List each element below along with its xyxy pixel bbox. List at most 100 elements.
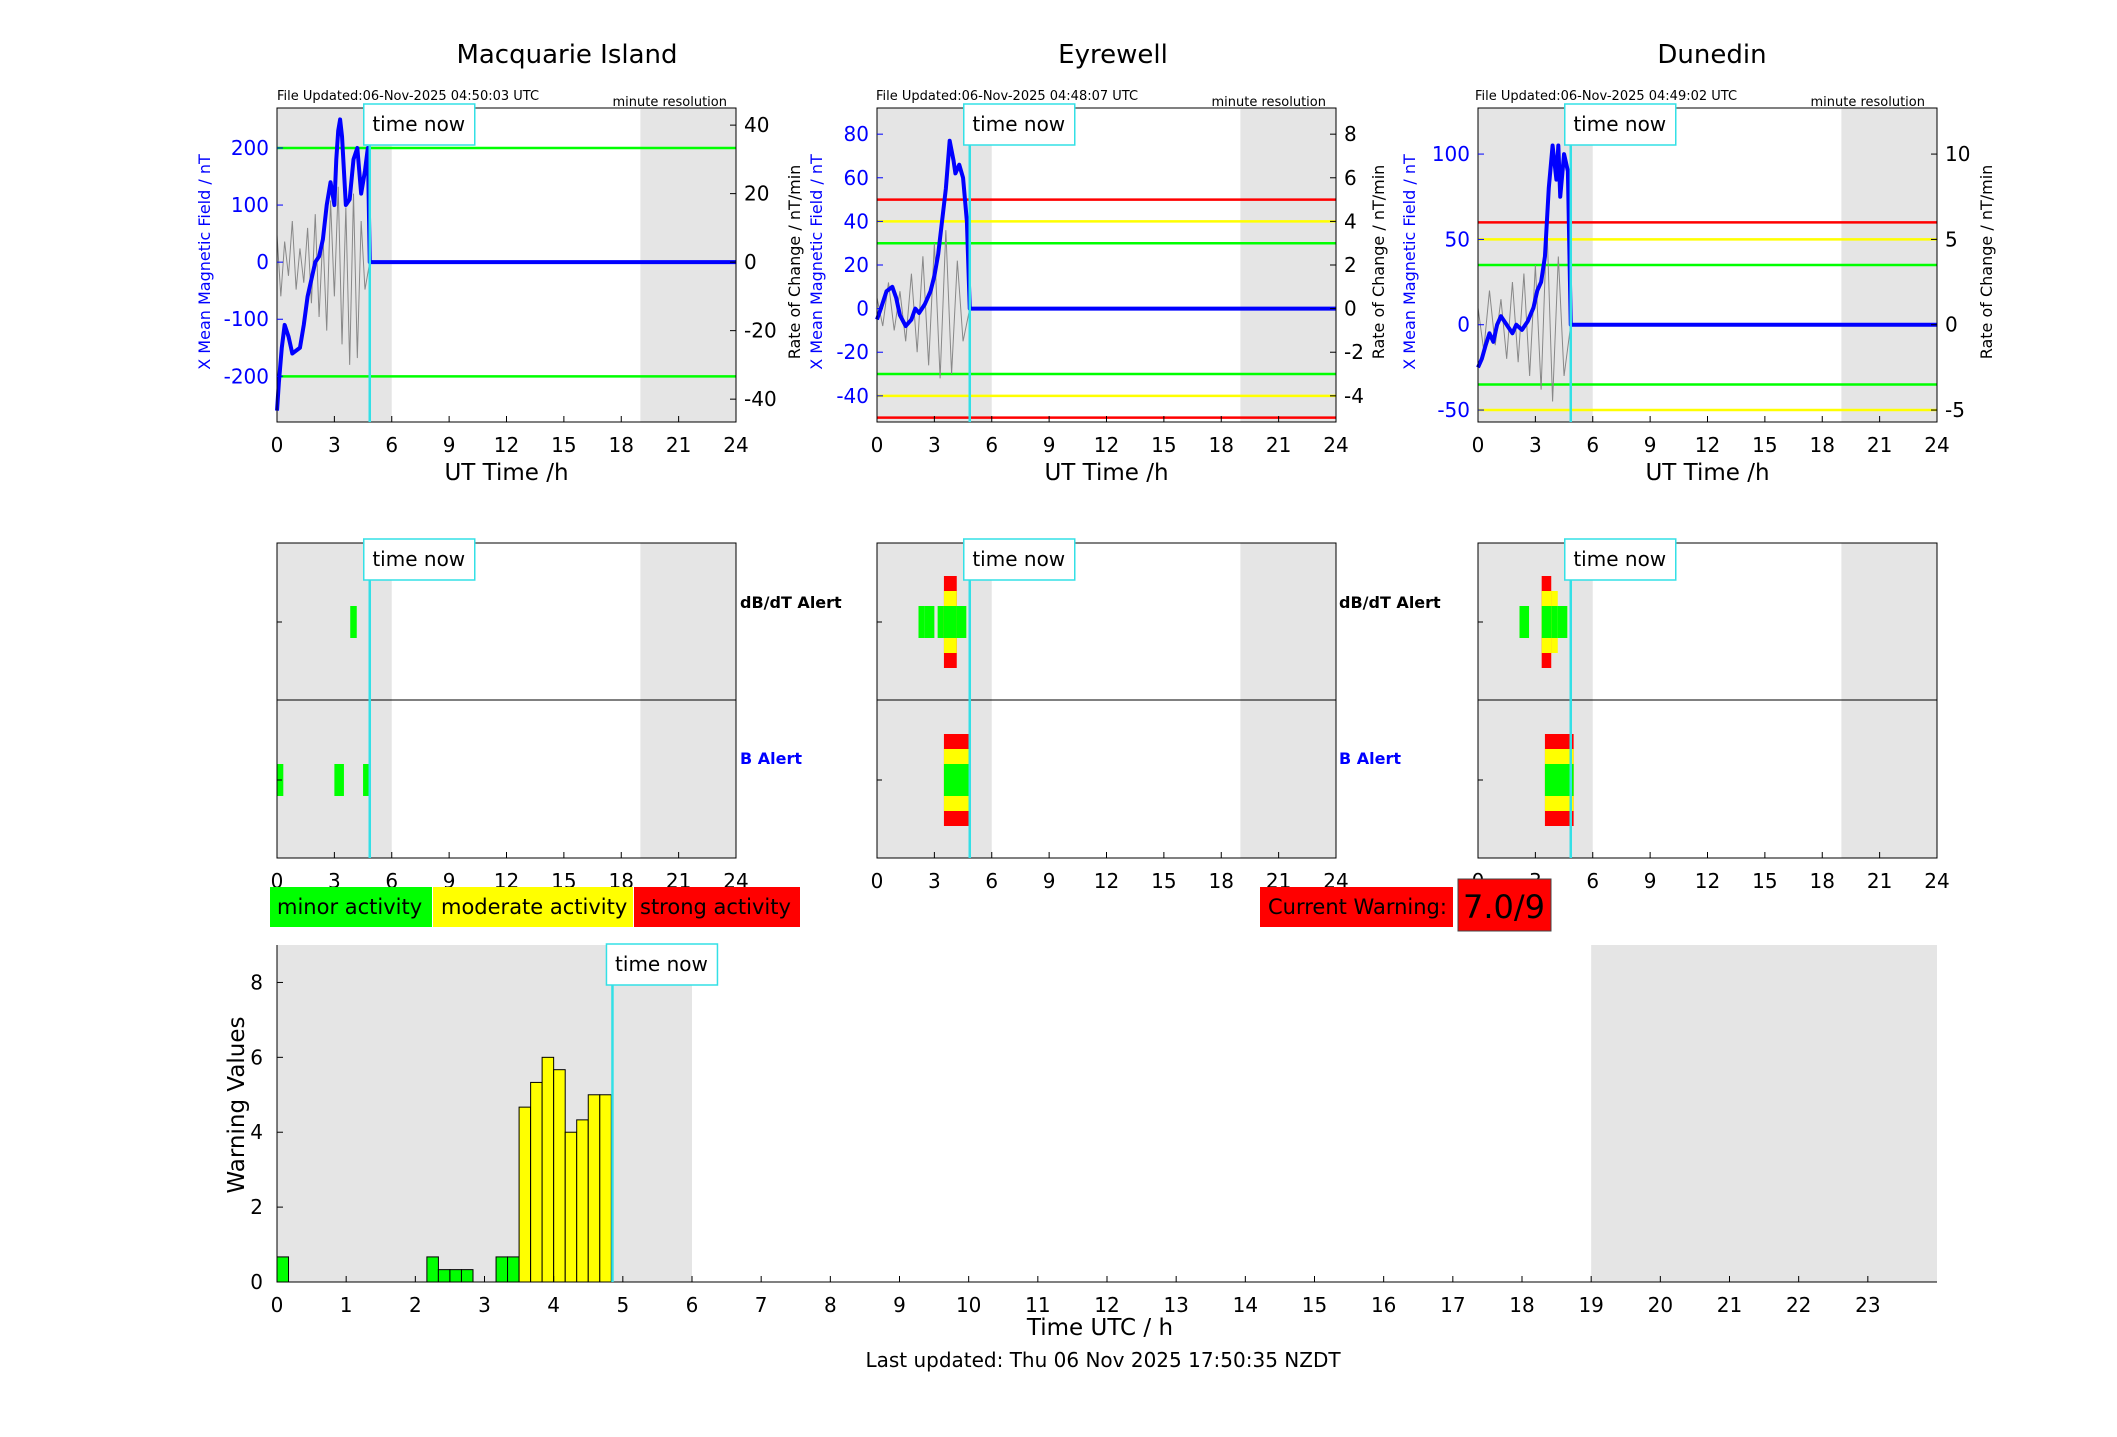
ylabel-right-macquarie: Rate of Change / nT/min bbox=[785, 165, 804, 360]
dbdt-alert-block bbox=[924, 606, 935, 638]
y-right-tick-label: 4 bbox=[1344, 209, 1357, 233]
x-tick-label: 24 bbox=[1924, 433, 1949, 457]
shaded-period-macquarie-island bbox=[640, 108, 736, 422]
x-tick-label: 3 bbox=[928, 869, 941, 893]
y-tick-label: -200 bbox=[224, 364, 269, 388]
warning-bar bbox=[426, 1256, 439, 1283]
dbdt-alert-block bbox=[1541, 606, 1552, 638]
station-title-eyrewell: Eyrewell bbox=[1058, 40, 1168, 70]
b-alert-block bbox=[363, 764, 370, 796]
ylabel-left-eyrewell: X Mean Magnetic Field / nT bbox=[807, 154, 826, 370]
dbdt-alert-block bbox=[1551, 606, 1558, 638]
y-right-tick-label: -4 bbox=[1344, 384, 1364, 408]
shaded-period-macquarie-island bbox=[277, 108, 392, 422]
warning-bar bbox=[530, 1081, 543, 1283]
warning-bar bbox=[437, 1269, 451, 1283]
time-now-box-warning bbox=[605, 943, 719, 986]
warning-bar bbox=[495, 1256, 509, 1283]
x-tick-label: 6 bbox=[1586, 869, 1599, 893]
warning-bar bbox=[599, 1094, 612, 1283]
y-tick-label: 20 bbox=[844, 253, 869, 277]
y-tick-label: 0 bbox=[250, 1270, 263, 1294]
ylabel-right-eyrewell: Rate of Change / nT/min bbox=[1369, 165, 1388, 360]
x-tick-label: 3 bbox=[1529, 433, 1542, 457]
time-now-label-dunedin: time now bbox=[1573, 112, 1666, 136]
x-tick-label: 2 bbox=[409, 1293, 422, 1317]
y-right-tick-label: -40 bbox=[744, 387, 777, 411]
warning-bar bbox=[507, 1256, 520, 1283]
file-updated-eyrewell: File Updated:06-Nov-2025 04:48:07 UTC bbox=[876, 89, 1138, 104]
x-tick-label: 0 bbox=[271, 433, 284, 457]
x-tick-label: 12 bbox=[494, 433, 519, 457]
y-right-tick-label: 20 bbox=[744, 182, 769, 206]
current-warning-value: 7.0/9 bbox=[1463, 888, 1545, 926]
x-tick-label: 9 bbox=[1043, 869, 1056, 893]
y-right-tick-label: 8 bbox=[1344, 122, 1357, 146]
y-right-tick-label: 0 bbox=[1945, 313, 1958, 337]
shaded-period-warning bbox=[1591, 945, 1937, 1282]
ylabel-left-dunedin: X Mean Magnetic Field / nT bbox=[1400, 154, 1419, 370]
y-right-tick-label: 5 bbox=[1945, 227, 1958, 251]
y-tick-label: -20 bbox=[836, 340, 869, 364]
y-tick-label: 100 bbox=[1432, 142, 1470, 166]
x-tick-label: 18 bbox=[1509, 1293, 1534, 1317]
file-updated-macquarie: File Updated:06-Nov-2025 04:50:03 UTC bbox=[277, 89, 539, 104]
y-right-tick-label: 0 bbox=[744, 250, 757, 274]
resolution-dunedin: minute resolution bbox=[1810, 95, 1925, 110]
x-tick-label: 15 bbox=[1151, 433, 1176, 457]
time-now-box-eyrewell bbox=[963, 538, 1076, 581]
legend-moderate-label: moderate activity bbox=[441, 895, 627, 919]
time-now-label-eyrewell: time now bbox=[972, 112, 1065, 136]
rate-of-change-line-macquarie-island bbox=[276, 186, 736, 365]
time-now-box-dunedin bbox=[1564, 538, 1677, 581]
x-tick-label: 19 bbox=[1578, 1293, 1603, 1317]
activity-legend: minor activity moderate activity strong … bbox=[270, 887, 800, 927]
dbdt-alert-block bbox=[1557, 606, 1568, 638]
x-tick-label: 17 bbox=[1440, 1293, 1465, 1317]
x-tick-label: 21 bbox=[1266, 433, 1291, 457]
x-tick-label: 0 bbox=[271, 1293, 284, 1317]
magnetic-field-line-eyrewell bbox=[875, 138, 1336, 329]
x-tick-label: 9 bbox=[893, 1293, 906, 1317]
x-tick-label: 12 bbox=[1695, 433, 1720, 457]
x-tick-label: 11 bbox=[1025, 1293, 1050, 1317]
dbdt-alert-block bbox=[1519, 606, 1530, 638]
x-tick-label: 0 bbox=[1472, 433, 1485, 457]
x-tick-label: 18 bbox=[609, 433, 634, 457]
x-tick-label: 6 bbox=[385, 433, 398, 457]
current-warning: Current Warning: 7.0/9 bbox=[1260, 878, 1552, 932]
x-tick-label: 15 bbox=[551, 433, 576, 457]
file-updated-dunedin: File Updated:06-Nov-2025 04:49:02 UTC bbox=[1475, 89, 1737, 104]
y-right-tick-label: 10 bbox=[1945, 142, 1970, 166]
x-tick-label: 22 bbox=[1786, 1293, 1811, 1317]
current-warning-label: Current Warning: bbox=[1268, 895, 1447, 919]
shaded-period-warning bbox=[277, 945, 692, 1282]
x-tick-label: 0 bbox=[871, 869, 884, 893]
warning-bar bbox=[449, 1269, 462, 1283]
time-now-label-macquarie-island: time now bbox=[372, 112, 465, 136]
shaded-period-eyrewell bbox=[1240, 108, 1336, 422]
x-tick-label: 12 bbox=[1695, 869, 1720, 893]
y-tick-label: 6 bbox=[250, 1045, 263, 1069]
warning-ylabel: Warning Values bbox=[224, 1016, 250, 1193]
x-tick-label: 3 bbox=[478, 1293, 491, 1317]
y-right-tick-label: -5 bbox=[1945, 398, 1965, 422]
current-warning-value-box bbox=[1457, 878, 1552, 932]
y-right-tick-label: 0 bbox=[1344, 297, 1357, 321]
x-tick-label: 15 bbox=[1151, 869, 1176, 893]
y-tick-label: -40 bbox=[836, 384, 869, 408]
x-tick-label: 1 bbox=[340, 1293, 353, 1317]
y-right-tick-label: 6 bbox=[1344, 166, 1357, 190]
x-tick-label: 10 bbox=[956, 1293, 981, 1317]
x-tick-label: 9 bbox=[1644, 869, 1657, 893]
x-axis-label-dunedin: UT Time /h bbox=[1645, 460, 1769, 486]
x-tick-label: 12 bbox=[1094, 1293, 1119, 1317]
x-tick-label: 23 bbox=[1855, 1293, 1880, 1317]
x-tick-label: 15 bbox=[1302, 1293, 1327, 1317]
y-tick-label: 50 bbox=[1445, 227, 1470, 251]
y-tick-label: 8 bbox=[250, 970, 263, 994]
